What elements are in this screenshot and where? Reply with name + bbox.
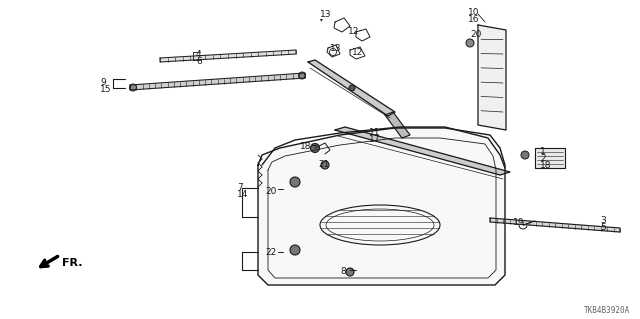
- Text: 22: 22: [265, 248, 276, 257]
- Polygon shape: [130, 73, 305, 90]
- Text: 13: 13: [320, 10, 332, 19]
- Circle shape: [521, 151, 529, 159]
- Text: 17: 17: [369, 135, 381, 144]
- Text: 21: 21: [318, 160, 330, 169]
- Text: 1: 1: [540, 147, 546, 156]
- Polygon shape: [160, 50, 296, 62]
- Text: 12: 12: [348, 27, 360, 36]
- Polygon shape: [385, 112, 410, 138]
- Polygon shape: [308, 60, 395, 116]
- Circle shape: [290, 177, 300, 187]
- Text: 18: 18: [540, 161, 552, 170]
- Text: 8: 8: [340, 267, 346, 276]
- Text: 11: 11: [369, 128, 381, 137]
- Circle shape: [346, 268, 354, 276]
- Circle shape: [321, 161, 329, 169]
- Text: 16: 16: [468, 15, 479, 24]
- Text: 7: 7: [237, 183, 243, 192]
- Text: 14: 14: [237, 190, 248, 199]
- Text: 20: 20: [265, 187, 276, 196]
- Text: 15: 15: [100, 85, 111, 94]
- Polygon shape: [478, 25, 506, 130]
- Text: 19: 19: [513, 218, 525, 227]
- Text: TKB4B3920A: TKB4B3920A: [584, 306, 630, 315]
- Text: 10: 10: [468, 8, 479, 17]
- Text: 12: 12: [352, 48, 364, 57]
- Text: 6: 6: [196, 57, 202, 66]
- Polygon shape: [258, 128, 505, 285]
- Circle shape: [310, 144, 319, 152]
- Text: 4: 4: [196, 50, 202, 59]
- Polygon shape: [490, 218, 620, 232]
- Circle shape: [298, 72, 305, 79]
- Text: 9: 9: [100, 78, 106, 87]
- Circle shape: [290, 245, 300, 255]
- Text: 13: 13: [330, 44, 342, 53]
- Text: 3: 3: [600, 216, 605, 225]
- Text: ▾: ▾: [320, 17, 323, 22]
- Polygon shape: [335, 127, 510, 175]
- Circle shape: [466, 39, 474, 47]
- Text: 2: 2: [540, 154, 546, 163]
- Text: 20: 20: [470, 30, 481, 39]
- Text: FR.: FR.: [62, 258, 83, 268]
- Polygon shape: [535, 148, 565, 168]
- Circle shape: [349, 85, 355, 91]
- Text: 5: 5: [600, 223, 605, 232]
- Circle shape: [129, 84, 136, 91]
- Text: 18: 18: [300, 142, 312, 151]
